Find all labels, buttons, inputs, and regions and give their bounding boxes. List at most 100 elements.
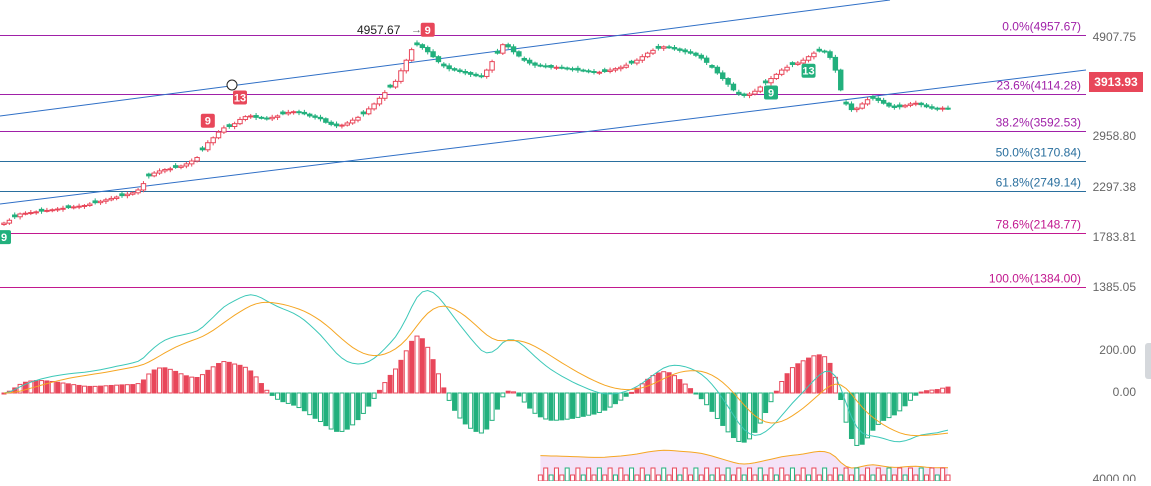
- volume-bar: [575, 467, 581, 482]
- td-marker: [420, 22, 435, 37]
- candle-body: [478, 75, 485, 78]
- candle-body: [795, 62, 801, 65]
- macd-histogram-bar: [76, 384, 82, 394]
- candle-body: [328, 121, 334, 125]
- candle-body: [741, 93, 747, 96]
- macd-histogram-bar: [473, 392, 479, 432]
- volume-bar: [677, 474, 683, 482]
- macd-histogram-bar: [907, 392, 913, 401]
- macd-histogram-bar: [393, 368, 399, 394]
- volume-bar: [875, 467, 881, 482]
- volume-bar: [543, 467, 549, 482]
- candle-body: [773, 73, 780, 80]
- td-marker: [801, 63, 816, 78]
- macd-histogram-bar: [629, 391, 635, 394]
- candle-body: [119, 193, 125, 197]
- volume-bar: [645, 474, 651, 482]
- candle-body: [607, 69, 613, 73]
- candle-body: [559, 66, 565, 69]
- volume-bar: [580, 474, 586, 482]
- volume-bar: [870, 474, 876, 482]
- volume-bar: [940, 467, 946, 482]
- macd-histogram-bar: [655, 372, 661, 394]
- candle-body: [484, 69, 490, 77]
- volume-bar: [623, 474, 629, 482]
- td-marker-label: 13: [234, 92, 246, 104]
- macd-histogram-bar: [709, 392, 715, 412]
- macd-histogram-bar: [419, 338, 425, 394]
- macd-histogram-bar: [221, 361, 227, 394]
- candle-body: [473, 73, 479, 77]
- macd-histogram-bar: [280, 392, 286, 403]
- fib-label: 61.8%(2749.14): [996, 176, 1081, 190]
- candle-body: [226, 124, 232, 128]
- macd-histogram-bar: [323, 392, 329, 427]
- candle-body: [28, 212, 34, 215]
- volume-bar: [859, 474, 865, 482]
- candle-body: [97, 200, 104, 204]
- candle-body: [537, 64, 544, 67]
- volume-bar: [602, 474, 608, 482]
- macd-histogram-bar: [167, 368, 173, 394]
- macd-histogram-bar: [425, 346, 431, 394]
- macd-histogram-bar: [178, 373, 184, 394]
- candle-body: [500, 44, 506, 54]
- volume-bar: [741, 474, 747, 482]
- macd-histogram-bar: [725, 392, 731, 433]
- volume-bar: [843, 467, 849, 482]
- macd-histogram-bar: [913, 392, 919, 396]
- macd-histogram-bar: [430, 359, 436, 394]
- macd-histogram-bar: [114, 384, 120, 394]
- macd-histogram-bar: [768, 392, 774, 403]
- candle-body: [172, 165, 179, 168]
- macd-histogram-bar: [618, 392, 624, 401]
- candle-body: [38, 208, 45, 212]
- candle-body: [644, 52, 651, 58]
- candle-body: [387, 84, 393, 88]
- candle-body: [494, 50, 501, 54]
- candle-body: [666, 46, 672, 49]
- candle-body: [60, 207, 66, 210]
- macd-histogram-bar: [575, 392, 581, 418]
- macd-histogram-bar: [532, 392, 538, 414]
- candle-body: [221, 127, 227, 133]
- candle-body: [634, 59, 640, 64]
- macd-histogram-bar: [301, 392, 307, 412]
- macd-histogram-bar: [811, 355, 817, 394]
- candle-body: [762, 80, 769, 84]
- macd-histogram-bar: [897, 392, 903, 412]
- volume-bar: [596, 467, 602, 482]
- macd-histogram-bar: [71, 384, 77, 394]
- volume-bar: [848, 474, 854, 482]
- macd-histogram-bar: [183, 375, 189, 394]
- candle-body: [33, 211, 39, 214]
- macd-histogram-bar: [494, 392, 500, 410]
- candle-body: [757, 86, 763, 92]
- candle-body: [875, 97, 881, 101]
- macd-histogram-bar: [17, 383, 23, 394]
- volume-bar: [709, 474, 715, 482]
- fib-label: 38.2%(3592.53): [996, 116, 1081, 130]
- macd-histogram-bar: [602, 392, 608, 411]
- candles: [1, 40, 951, 226]
- candle-body: [575, 67, 581, 71]
- macd-histogram-bar: [854, 392, 860, 446]
- candle-body: [945, 107, 951, 110]
- peak-arrow: →: [411, 24, 422, 36]
- macd-histogram-bar: [902, 392, 908, 407]
- macd-histogram-bar: [387, 374, 393, 394]
- macd-tick-label: 200.00: [1099, 343, 1136, 357]
- macd-histogram-bar: [226, 361, 232, 394]
- candle-body: [832, 56, 839, 71]
- volume-bar: [838, 474, 844, 482]
- macd-histogram-bar: [564, 392, 570, 420]
- volume-bar: [559, 474, 565, 482]
- panel-resize-handle[interactable]: [1145, 343, 1151, 379]
- volume-bar: [854, 467, 860, 482]
- macd-histogram-bar: [242, 366, 248, 394]
- volume-bar: [661, 467, 667, 482]
- candle-body: [355, 116, 361, 121]
- candle-body: [891, 105, 898, 108]
- price-tick-label: 2297.38: [1093, 180, 1137, 194]
